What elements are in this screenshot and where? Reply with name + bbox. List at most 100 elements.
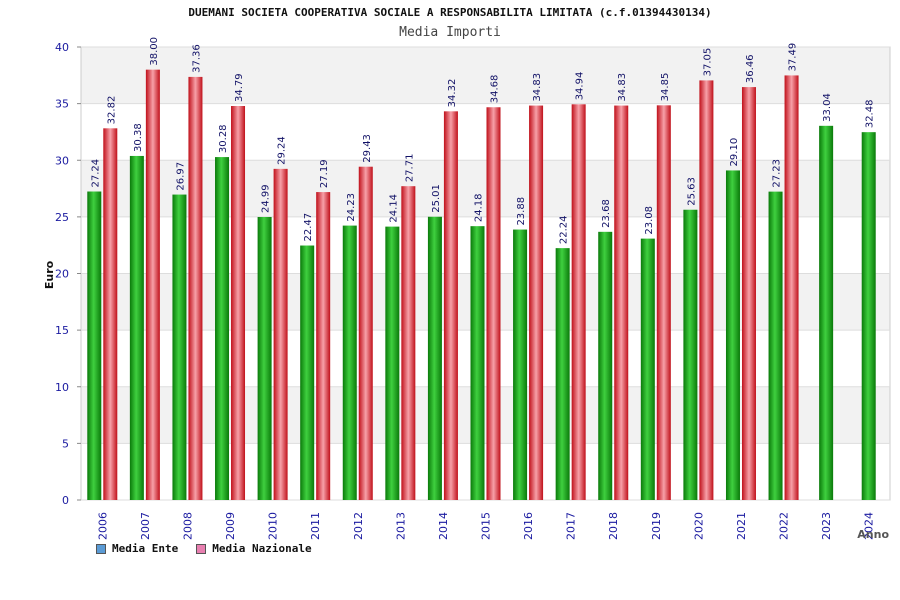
data-label: 24.18	[474, 194, 485, 223]
data-label: 34.83	[617, 73, 628, 102]
bar-media-ente	[513, 229, 528, 500]
y-tick-label: 10	[55, 381, 69, 394]
bar-media-ente	[342, 225, 357, 500]
x-tick-label: 2020	[692, 512, 705, 540]
x-tick-label: 2015	[480, 512, 493, 540]
bar-media-nazionale	[571, 104, 586, 500]
bar-media-nazionale	[145, 69, 160, 501]
x-tick-label: 2012	[352, 512, 365, 540]
x-tick-label: 2021	[735, 512, 748, 540]
data-label: 32.82	[106, 96, 117, 125]
bar-media-nazionale	[741, 87, 756, 500]
data-label: 22.47	[303, 213, 314, 242]
data-label: 33.04	[822, 93, 833, 122]
bar-media-nazionale	[699, 80, 714, 500]
x-tick-label: 2024	[863, 512, 876, 540]
data-label: 34.94	[575, 72, 586, 101]
bar-media-ente	[172, 194, 187, 500]
chart-subtitle: Media Importi	[399, 25, 501, 40]
data-label: 37.05	[702, 48, 713, 77]
data-label: 34.68	[490, 75, 501, 104]
bar-media-nazionale	[103, 128, 118, 500]
legend-label-nazionale: Media Nazionale	[212, 542, 312, 555]
bar-media-nazionale	[188, 76, 203, 500]
bar-media-nazionale	[316, 192, 331, 501]
data-label: 24.99	[261, 184, 272, 213]
bar-media-ente	[300, 245, 315, 500]
data-label: 32.48	[865, 100, 876, 129]
bar-media-ente	[87, 191, 102, 500]
data-label: 24.23	[346, 193, 357, 222]
bar-media-nazionale	[401, 186, 416, 500]
y-tick-label: 40	[55, 41, 69, 54]
data-label: 29.43	[362, 134, 373, 163]
data-label: 29.24	[277, 136, 288, 165]
x-tick-label: 2007	[139, 512, 152, 540]
x-tick-label: 2009	[224, 512, 237, 540]
data-label: 36.46	[745, 54, 756, 83]
bar-media-nazionale	[231, 106, 246, 501]
data-label: 23.08	[644, 206, 655, 235]
legend-label-ente: Media Ente	[112, 542, 179, 555]
chart-title: DUEMANI SOCIETA COOPERATIVA SOCIALE A RE…	[188, 6, 712, 19]
bar-media-nazionale	[273, 168, 288, 500]
data-label: 30.38	[133, 123, 144, 152]
data-label: 37.36	[191, 44, 202, 73]
y-tick-label: 30	[55, 154, 69, 167]
y-tick-label: 0	[62, 494, 69, 507]
data-label: 22.24	[559, 215, 570, 244]
data-label: 23.88	[516, 197, 527, 226]
bar-media-nazionale	[656, 105, 671, 500]
data-label: 34.85	[660, 73, 671, 102]
bar-media-ente	[725, 170, 740, 500]
data-label: 29.10	[729, 138, 740, 167]
y-tick-label: 5	[62, 437, 69, 450]
bar-media-ente	[861, 132, 876, 500]
x-tick-label: 2008	[181, 512, 194, 540]
data-label: 27.24	[90, 159, 101, 188]
bar-media-ente	[640, 238, 655, 500]
x-tick-label: 2014	[437, 512, 450, 540]
x-axis-label: Anno	[857, 528, 889, 541]
legend-swatch-nazionale	[196, 543, 207, 554]
bar-media-ente	[598, 231, 613, 500]
bar-media-ente	[555, 248, 570, 500]
x-tick-label: 2016	[522, 512, 535, 540]
x-tick-label: 2018	[607, 512, 620, 540]
bar-media-ente	[215, 157, 230, 501]
data-label: 26.97	[175, 162, 186, 191]
x-tick-label: 2017	[565, 512, 578, 540]
data-label: 24.14	[388, 194, 399, 223]
x-tick-label: 2011	[309, 512, 322, 540]
x-tick-label: 2019	[650, 512, 663, 540]
data-label: 37.49	[788, 43, 799, 72]
bar-media-ente	[257, 216, 272, 500]
bar-media-ente	[683, 209, 698, 501]
data-label: 25.01	[431, 184, 442, 213]
y-tick-label: 15	[55, 324, 69, 337]
x-tick-label: 2010	[267, 512, 280, 540]
x-tick-label: 2022	[778, 512, 791, 540]
x-tick-label: 2023	[820, 512, 833, 540]
bar-media-ente	[819, 125, 834, 501]
data-label: 38.00	[149, 37, 160, 66]
bar-media-nazionale	[529, 105, 544, 501]
data-label: 27.19	[319, 159, 330, 188]
data-label: 23.68	[601, 199, 612, 228]
bar-media-ente	[385, 226, 400, 500]
data-label: 27.71	[404, 154, 415, 183]
legend: Media Ente Media Nazionale	[96, 542, 312, 555]
data-label: 27.23	[772, 159, 783, 188]
legend-item-nazionale: Media Nazionale	[196, 542, 312, 555]
x-tick-label: 2013	[394, 512, 407, 540]
data-label: 34.32	[447, 79, 458, 108]
bar-media-ente	[768, 191, 783, 501]
y-tick-label: 25	[55, 211, 69, 224]
bar-media-nazionale	[784, 75, 799, 500]
data-label: 30.28	[218, 124, 229, 153]
y-axis-label: Euro	[43, 260, 56, 289]
bar-media-nazionale	[443, 111, 458, 501]
bar-media-ente	[470, 226, 485, 500]
